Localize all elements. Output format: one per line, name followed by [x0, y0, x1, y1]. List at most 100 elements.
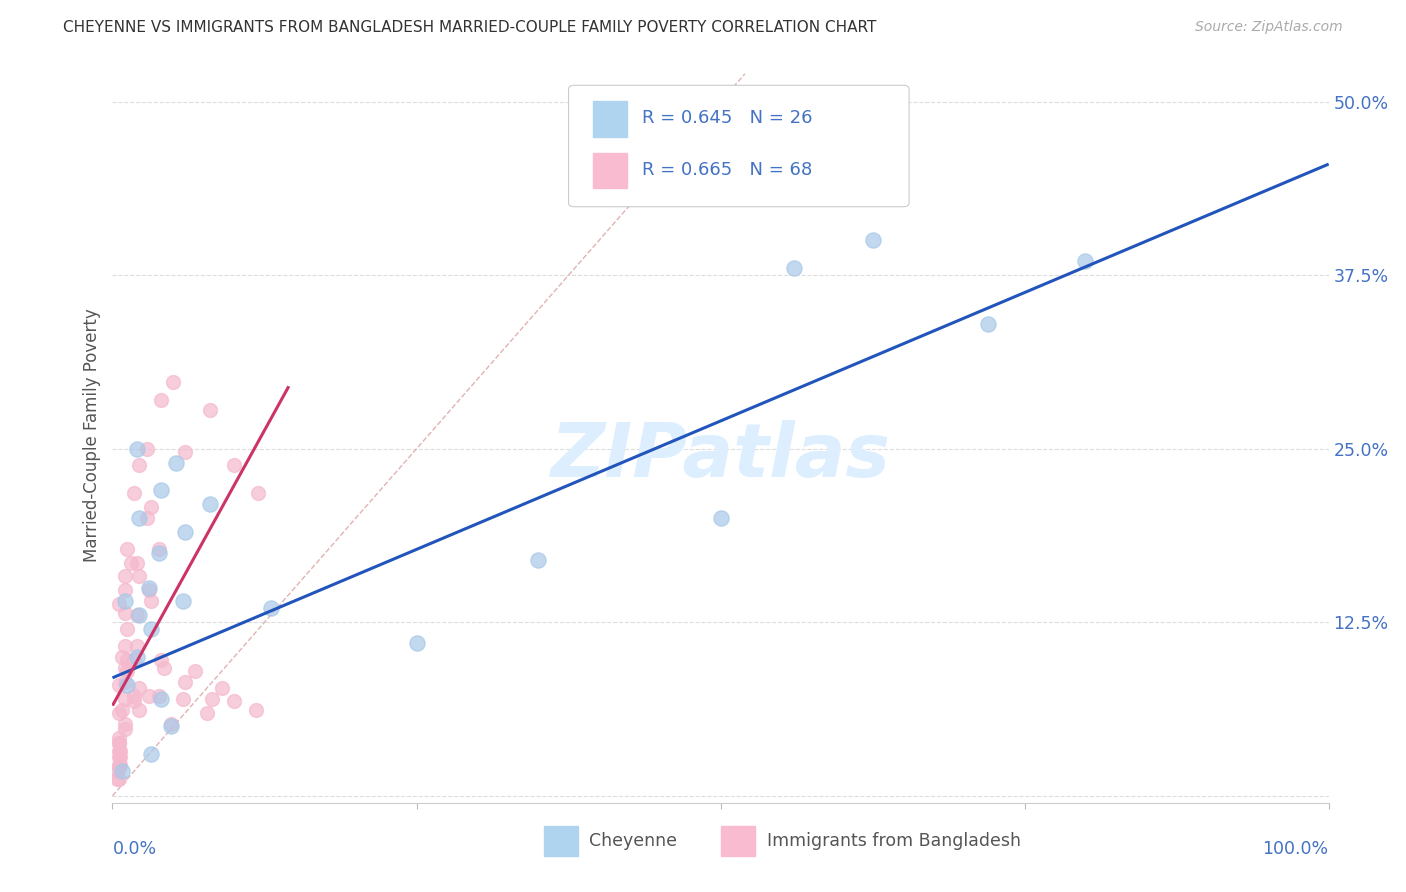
Y-axis label: Married-Couple Family Poverty: Married-Couple Family Poverty: [83, 308, 101, 562]
Point: [174, 675, 197, 690]
Point: [247, 486, 270, 500]
Point: [107, 706, 129, 720]
Point: [114, 594, 136, 608]
Point: [111, 650, 134, 665]
Point: [105, 764, 128, 778]
Point: [138, 689, 160, 703]
FancyBboxPatch shape: [568, 86, 910, 207]
FancyBboxPatch shape: [593, 153, 627, 188]
FancyBboxPatch shape: [544, 826, 578, 855]
Text: Cheyenne: Cheyenne: [589, 832, 678, 850]
Point: [405, 636, 427, 650]
Point: [114, 691, 136, 706]
Point: [172, 594, 194, 608]
Point: [222, 458, 246, 473]
Point: [160, 719, 183, 733]
Text: Immigrants from Bangladesh: Immigrants from Bangladesh: [766, 832, 1021, 850]
Point: [198, 497, 221, 511]
Point: [148, 689, 170, 703]
Point: [125, 556, 148, 570]
Point: [107, 761, 129, 775]
Point: [107, 678, 129, 692]
Point: [222, 694, 246, 708]
Point: [124, 689, 146, 703]
Point: [138, 581, 160, 595]
Point: [114, 583, 136, 598]
Point: [125, 608, 148, 623]
Point: [150, 691, 173, 706]
Point: [152, 661, 174, 675]
Point: [114, 639, 136, 653]
Point: [172, 691, 194, 706]
Point: [114, 606, 136, 620]
Point: [124, 653, 146, 667]
Point: [862, 234, 884, 248]
Point: [141, 622, 163, 636]
Point: [150, 653, 173, 667]
Point: [108, 744, 131, 758]
Point: [107, 750, 129, 764]
Point: [195, 706, 218, 720]
Point: [201, 691, 224, 706]
Point: [135, 511, 157, 525]
Point: [184, 664, 207, 678]
Point: [174, 524, 197, 539]
Text: 100.0%: 100.0%: [1263, 839, 1329, 857]
Point: [125, 639, 148, 653]
Point: [108, 758, 131, 772]
Point: [141, 500, 163, 514]
Point: [1074, 254, 1097, 268]
Point: [107, 736, 129, 750]
Point: [174, 444, 197, 458]
Point: [114, 675, 136, 690]
Point: [107, 731, 129, 745]
Point: [114, 716, 136, 731]
Point: [115, 541, 138, 556]
Point: [165, 456, 187, 470]
Point: [709, 511, 731, 525]
Point: [107, 597, 129, 611]
Point: [150, 483, 173, 498]
Point: [115, 678, 138, 692]
Point: [162, 375, 184, 389]
Point: [527, 553, 550, 567]
Point: [107, 758, 129, 772]
Point: [135, 442, 157, 456]
Point: [148, 541, 170, 556]
Point: [259, 601, 281, 615]
Point: [141, 747, 163, 762]
Point: [107, 736, 129, 750]
Point: [114, 569, 136, 583]
Text: ZIPatlas: ZIPatlas: [551, 420, 890, 493]
Text: 0.0%: 0.0%: [112, 839, 156, 857]
Point: [107, 772, 129, 787]
Point: [128, 681, 150, 695]
Point: [115, 664, 138, 678]
Point: [977, 317, 1000, 331]
Text: R = 0.665   N = 68: R = 0.665 N = 68: [641, 161, 811, 179]
Point: [107, 744, 129, 758]
Point: [115, 653, 138, 667]
Point: [245, 703, 267, 717]
Point: [782, 261, 804, 276]
Point: [111, 703, 134, 717]
Point: [150, 393, 173, 408]
Point: [128, 458, 150, 473]
Point: [125, 442, 148, 456]
Point: [211, 681, 233, 695]
Point: [141, 594, 163, 608]
Point: [128, 608, 150, 623]
Text: Source: ZipAtlas.com: Source: ZipAtlas.com: [1195, 20, 1343, 34]
Point: [108, 750, 131, 764]
Point: [115, 622, 138, 636]
Point: [105, 772, 128, 787]
Point: [120, 556, 142, 570]
Point: [124, 486, 146, 500]
Point: [128, 569, 150, 583]
Text: R = 0.645   N = 26: R = 0.645 N = 26: [641, 110, 813, 128]
Point: [111, 764, 134, 778]
FancyBboxPatch shape: [593, 102, 627, 136]
Point: [114, 723, 136, 737]
Point: [128, 511, 150, 525]
Point: [125, 650, 148, 665]
